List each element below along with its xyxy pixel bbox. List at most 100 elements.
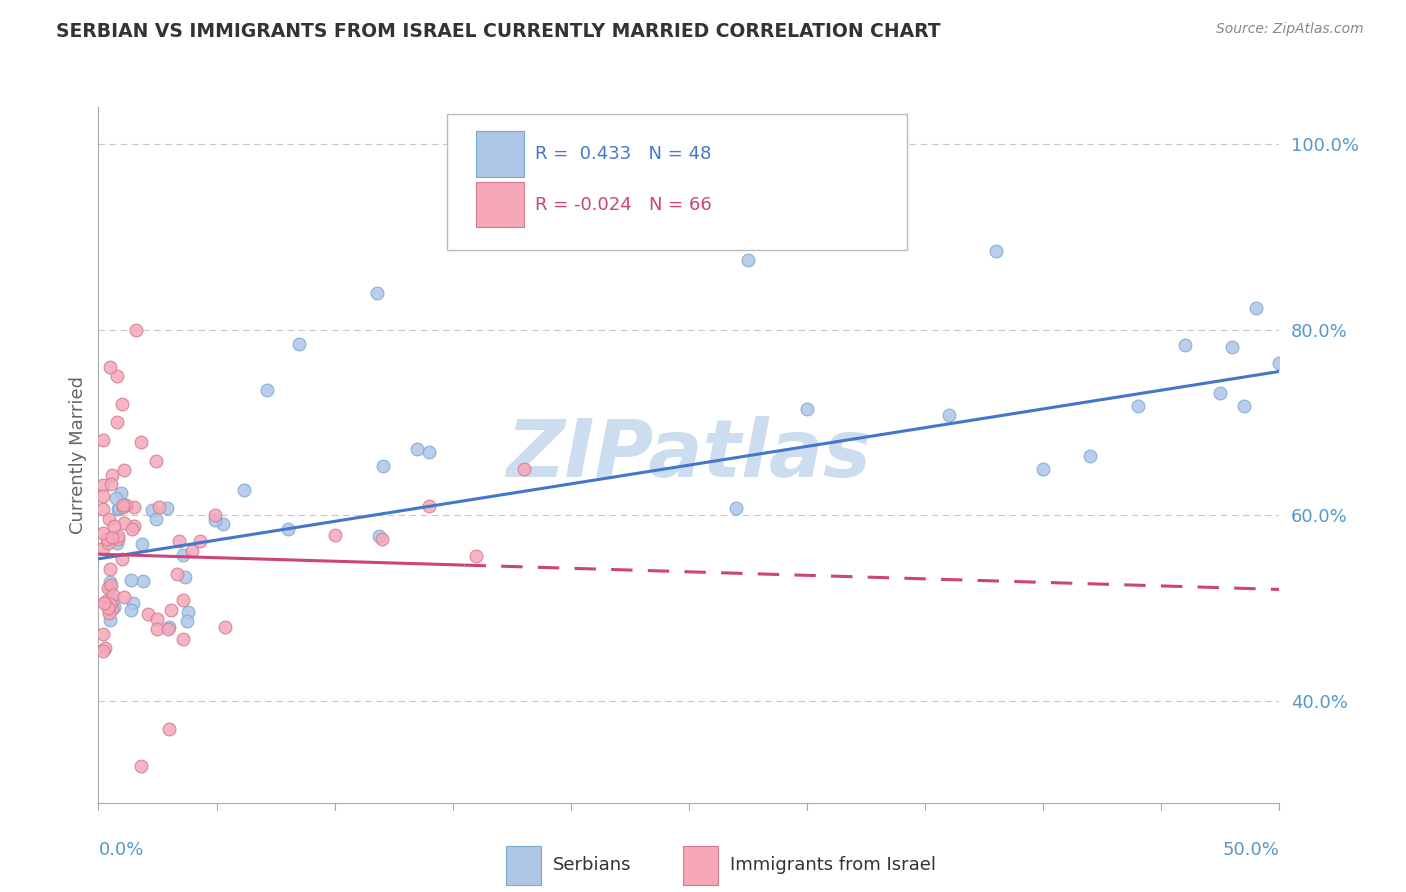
Point: [97, 582, 120, 596]
Point: [93, 640, 115, 655]
Point: [103, 599, 125, 614]
Point: [91, 433, 114, 447]
Point: [177, 605, 200, 619]
Point: [1032, 462, 1054, 476]
Point: [181, 543, 204, 558]
Point: [107, 532, 129, 546]
Point: [100, 477, 122, 491]
Y-axis label: Currently Married: Currently Married: [69, 376, 87, 534]
Point: [371, 532, 394, 546]
Point: [121, 523, 143, 537]
Point: [465, 549, 488, 563]
Point: [101, 468, 124, 483]
Point: [131, 434, 153, 449]
Point: [111, 552, 134, 566]
Point: [91, 526, 114, 541]
Point: [97, 606, 120, 620]
Point: [98, 613, 121, 627]
Point: [96, 532, 118, 546]
Point: [91, 644, 114, 658]
Point: [1126, 399, 1149, 413]
Point: [1209, 385, 1232, 400]
Point: [91, 627, 114, 641]
Point: [110, 485, 132, 500]
Point: [98, 597, 121, 611]
Point: [91, 541, 114, 556]
Point: [120, 603, 142, 617]
Point: [107, 502, 129, 516]
Point: [167, 533, 190, 548]
FancyBboxPatch shape: [683, 847, 718, 885]
Point: [204, 513, 226, 527]
Text: R =  0.433   N = 48: R = 0.433 N = 48: [536, 145, 711, 163]
Point: [214, 620, 236, 634]
Text: 50.0%: 50.0%: [1223, 841, 1279, 859]
Point: [984, 244, 1007, 258]
Point: [512, 462, 534, 476]
Point: [129, 758, 152, 772]
Point: [101, 592, 124, 607]
Point: [323, 528, 346, 542]
Text: R = -0.024   N = 66: R = -0.024 N = 66: [536, 196, 713, 214]
Point: [1244, 301, 1267, 315]
Point: [91, 501, 114, 516]
Point: [725, 500, 748, 515]
Point: [371, 459, 394, 474]
Point: [131, 536, 153, 550]
Point: [138, 607, 160, 622]
Point: [103, 518, 125, 533]
Point: [796, 401, 818, 416]
Point: [1220, 340, 1243, 354]
FancyBboxPatch shape: [477, 131, 523, 177]
Point: [157, 620, 180, 634]
Point: [172, 548, 194, 562]
Text: Source: ZipAtlas.com: Source: ZipAtlas.com: [1216, 22, 1364, 37]
Point: [204, 508, 226, 523]
Point: [101, 530, 124, 544]
Point: [105, 369, 128, 384]
Point: [1174, 338, 1197, 352]
Point: [98, 575, 121, 590]
Point: [112, 463, 135, 477]
Point: [418, 500, 440, 514]
Point: [120, 573, 142, 587]
FancyBboxPatch shape: [506, 847, 541, 885]
Point: [173, 569, 195, 583]
Point: [145, 511, 167, 525]
Point: [107, 529, 129, 543]
Point: [418, 445, 440, 459]
Point: [101, 602, 124, 616]
Point: [1268, 356, 1291, 370]
Point: [145, 454, 167, 468]
Text: Serbians: Serbians: [553, 856, 631, 874]
Point: [1080, 449, 1102, 463]
Text: 0.0%: 0.0%: [98, 841, 143, 859]
Point: [97, 536, 120, 550]
Point: [1233, 400, 1256, 414]
Point: [91, 489, 114, 503]
Point: [94, 594, 117, 608]
Point: [166, 567, 188, 582]
Point: [176, 614, 198, 628]
Point: [156, 501, 179, 516]
Point: [101, 588, 124, 602]
Point: [277, 522, 299, 536]
Point: [100, 577, 122, 591]
Point: [368, 529, 391, 543]
Point: [211, 516, 233, 531]
Point: [406, 442, 429, 457]
Point: [125, 323, 148, 337]
Point: [105, 536, 128, 550]
Point: [146, 622, 169, 636]
Point: [108, 501, 131, 516]
Point: [232, 483, 254, 497]
Point: [98, 359, 121, 374]
Point: [105, 491, 128, 506]
Point: [172, 593, 194, 607]
Point: [148, 500, 170, 515]
Point: [112, 591, 135, 605]
Point: [112, 498, 135, 512]
Point: [105, 415, 128, 429]
Point: [288, 336, 311, 351]
Point: [111, 500, 134, 514]
